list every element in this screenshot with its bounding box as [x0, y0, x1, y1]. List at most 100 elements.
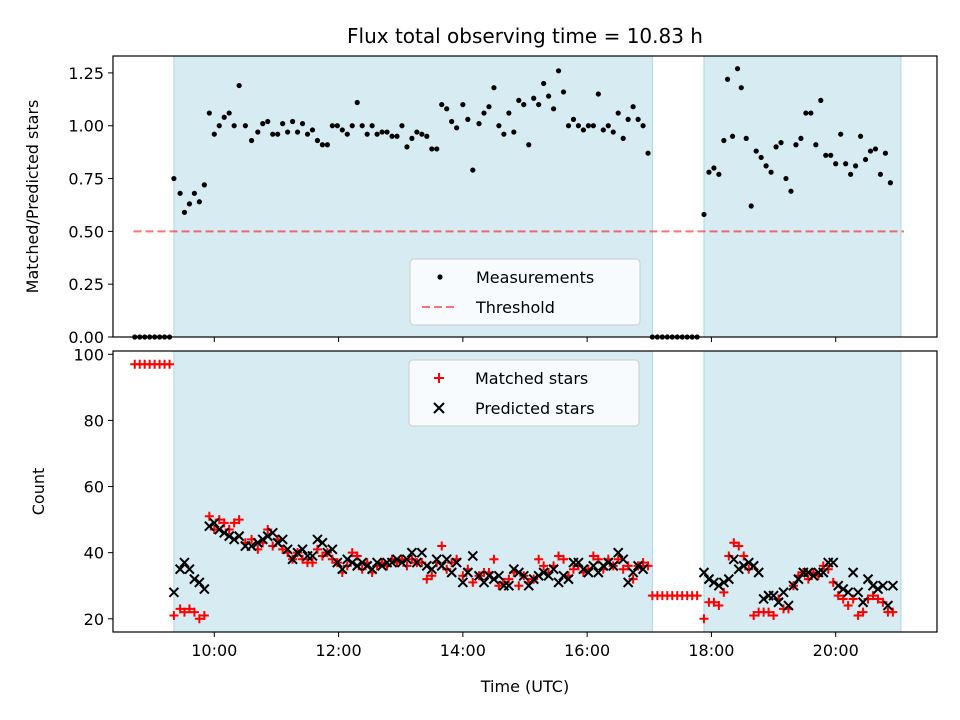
predicted-star-point [842, 587, 854, 598]
measurement-point [404, 144, 410, 150]
measurement-point [324, 142, 330, 148]
measurement-point [334, 123, 340, 129]
measurement-point [424, 133, 430, 139]
measurement-point [575, 123, 582, 129]
predicted-star-point [608, 560, 619, 572]
measurement-point [818, 97, 824, 103]
measurement-point [783, 175, 789, 182]
predicted-star-point [773, 597, 784, 608]
predicted-star-point [297, 544, 308, 555]
legend-box [408, 359, 640, 427]
measurement-point [808, 110, 814, 116]
y-tick-label: 100 [73, 345, 104, 364]
measurement-point [610, 129, 616, 135]
measurement-point [758, 154, 764, 161]
measurement-point [226, 110, 232, 116]
matched-star-point [165, 359, 175, 369]
measurement-point [867, 148, 874, 154]
measurement-point [260, 121, 266, 127]
measurement-point [526, 142, 532, 148]
x-tick-label: 12:00 [316, 641, 362, 660]
measurement-point [470, 167, 476, 173]
measurement-point [620, 135, 626, 141]
measurement-point [828, 152, 834, 158]
measurement-point [701, 211, 707, 218]
predicted-star-point [598, 560, 609, 572]
predicted-star-point [743, 557, 754, 568]
measurement-point [872, 146, 879, 152]
measurement-point [221, 114, 227, 120]
predicted-star-point [342, 554, 353, 565]
predicted-star-point [431, 554, 442, 565]
predicted-star-point [837, 583, 849, 595]
predicted-star-point [852, 587, 864, 598]
predicted-star-point [386, 557, 398, 568]
matched-star-point [559, 554, 569, 564]
y-tick-label: 1.25 [68, 64, 104, 83]
predicted-star-point [627, 567, 639, 578]
measurement-point [248, 137, 255, 144]
y-tick-label: 1.00 [68, 117, 104, 136]
measurement-point [289, 118, 296, 125]
y-tick-label: 60 [84, 478, 104, 497]
measurement-point [640, 123, 646, 129]
measurement-point [546, 93, 552, 99]
measurement-point [191, 190, 198, 196]
predicted-star-point [733, 563, 744, 575]
measurement-point [294, 129, 301, 135]
y-tick-label: 0.75 [68, 170, 104, 189]
predicted-star-point [583, 567, 594, 578]
measurement-point [788, 188, 794, 194]
measurement-point [862, 156, 869, 163]
measurement-point [743, 135, 749, 141]
measurement-point [196, 199, 202, 205]
predicted-star-point [632, 560, 644, 572]
matched-star-point [764, 607, 774, 617]
predicted-star-point [483, 570, 495, 582]
measurement-point [231, 123, 237, 129]
predicted-star-point [257, 534, 268, 545]
measurement-point [444, 106, 450, 112]
predicted-star-point [518, 570, 529, 582]
x-tick-label: 18:00 [688, 641, 734, 660]
y-axis-label: Count [29, 468, 48, 516]
measurement-point [803, 110, 809, 116]
measurement-point [560, 89, 567, 95]
predicted-star-point [478, 577, 490, 588]
measurement-point [773, 144, 779, 150]
measurement-point [181, 209, 188, 215]
predicted-star-point [818, 567, 829, 578]
measurement-point [531, 95, 537, 101]
measurement-point [848, 171, 854, 177]
matched-star-point [422, 574, 432, 584]
measurement-point [813, 142, 819, 148]
y-tick-label: 0.50 [68, 222, 104, 241]
predicted-star-point [617, 554, 629, 565]
measurement-point [265, 118, 271, 125]
measurement-point [171, 175, 177, 182]
measurement-point [555, 68, 562, 74]
measurement-point [399, 123, 405, 129]
predicted-star-point [508, 563, 520, 575]
y-axis-label: Matched/Predicted stars [23, 100, 42, 294]
measurement-point [506, 110, 512, 116]
predicted-star-point [588, 560, 599, 572]
measurement-point [319, 142, 326, 148]
predicted-star-point [371, 557, 383, 568]
predicted-star-point [553, 577, 564, 588]
matched-star-point [229, 518, 239, 528]
predicted-star-point [698, 567, 710, 578]
predicted-star-point [391, 554, 403, 565]
measurement-point [711, 165, 717, 171]
predicted-star-point [204, 521, 215, 532]
predicted-star-point [563, 573, 574, 585]
measurement-point [354, 99, 360, 106]
predicted-star-point [637, 563, 649, 575]
measurement-point [460, 101, 466, 108]
predicted-star-point [877, 580, 889, 591]
matched-star-point [169, 610, 179, 620]
predicted-star-point [219, 527, 230, 539]
matched-star-point [858, 607, 868, 617]
predicted-star-point [573, 557, 584, 568]
measurement-point [349, 123, 355, 129]
